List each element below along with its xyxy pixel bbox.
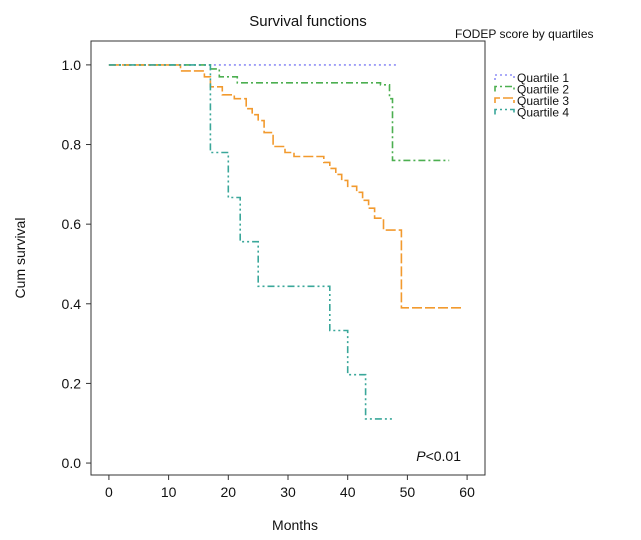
- legend-label-quartile-2: Quartile 2: [517, 83, 569, 97]
- legend-label-quartile-4: Quartile 4: [517, 106, 569, 120]
- series-line-quartile-3: [108, 64, 462, 309]
- x-tick-label: 20: [221, 484, 237, 500]
- p-value-italic: P: [416, 448, 426, 464]
- x-tick-label: 60: [459, 484, 475, 500]
- y-tick-label: 0.6: [62, 216, 82, 232]
- p-value-annotation: P<0.01: [416, 448, 461, 464]
- y-axis-label: Cum survival: [12, 218, 28, 299]
- series-line-quartile-2: [108, 64, 450, 162]
- x-tick-label: 30: [280, 484, 296, 500]
- x-tick-label: 0: [105, 484, 113, 500]
- y-tick-label: 0.8: [62, 137, 82, 153]
- legend-label-quartile-3: Quartile 3: [517, 94, 569, 108]
- y-tick-label: 0.0: [62, 455, 82, 471]
- x-tick-label: 50: [400, 484, 416, 500]
- y-tick-label: 0.4: [62, 296, 82, 312]
- legend-swatch-quartile-1: [494, 74, 515, 80]
- plot-frame: [90, 40, 486, 476]
- legend-swatch-quartile-2: [494, 85, 515, 92]
- x-tick-label: 40: [340, 484, 356, 500]
- y-tick-label: 0.2: [62, 375, 82, 391]
- x-tick-label: 10: [161, 484, 177, 500]
- chart-title: Survival functions: [249, 13, 367, 30]
- y-tick-label: 1.0: [62, 57, 82, 73]
- legend-swatch-quartile-3: [494, 97, 515, 103]
- legend-title: FODEP score by quartiles: [455, 27, 594, 41]
- series-line-quartile-4: [108, 64, 393, 420]
- x-axis-label: Months: [272, 517, 318, 533]
- legend-swatch-quartile-4: [494, 108, 515, 115]
- p-value-rest: <0.01: [426, 448, 462, 464]
- legend-label-quartile-1: Quartile 1: [517, 71, 569, 85]
